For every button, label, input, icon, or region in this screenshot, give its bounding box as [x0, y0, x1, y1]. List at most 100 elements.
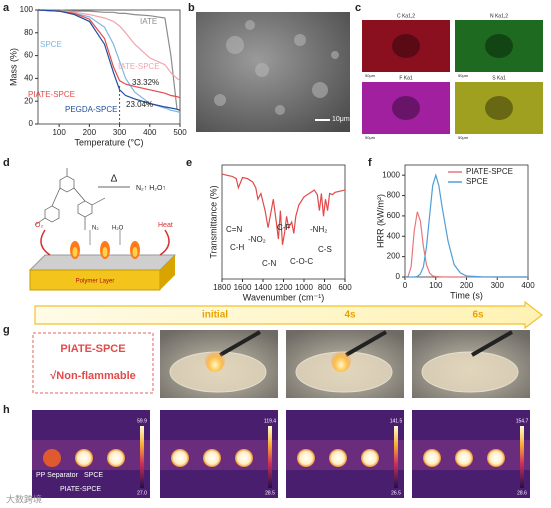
y-tick-label: 100 [20, 5, 34, 14]
series-line [221, 173, 346, 245]
y-tick-label: 20 [24, 96, 33, 105]
flame [205, 348, 225, 372]
thermal-spot [43, 449, 61, 467]
series-label: SPCE [40, 40, 62, 49]
o2-arrow [40, 229, 51, 256]
delta: Δ [111, 174, 118, 185]
color-bar [140, 426, 144, 488]
eds-texture [392, 96, 420, 120]
series-label: IATE-SPCE [118, 62, 160, 71]
series-line [37, 9, 181, 111]
eds-texture [392, 34, 420, 58]
thermal-spot [455, 449, 473, 467]
molecule [34, 168, 106, 230]
thermal-spot [171, 449, 189, 467]
x-tick-label: 100 [429, 281, 443, 290]
x-tick-label: 300 [491, 281, 505, 290]
timeline-label: 4s [344, 310, 356, 321]
series-line [405, 173, 528, 278]
annotation: C=N [226, 225, 242, 234]
x-tick-label: 100 [52, 128, 66, 137]
series-label: PEGDA-SPCE [65, 105, 117, 114]
y-axis-label: Mass (%) [8, 48, 18, 86]
scale-min: 26.5 [391, 490, 401, 496]
timeline-label: 6s [472, 310, 484, 321]
series-line [404, 211, 528, 278]
y-tick-label: 40 [24, 74, 33, 83]
lighter [219, 330, 261, 357]
plot-frame [37, 9, 181, 125]
lighter [471, 330, 513, 357]
x-tick-label: 200 [83, 128, 97, 137]
eds-scale: 50μm [458, 135, 469, 140]
eds-texture [485, 34, 513, 58]
x-axis-label: Wavenumber (cm⁻¹) [243, 292, 324, 302]
x-tick-label: 400 [521, 281, 535, 290]
color-bar [268, 426, 272, 488]
thermal-spot [107, 449, 125, 467]
x-axis-label: Time (s) [450, 290, 483, 300]
flame [331, 348, 351, 372]
annotation: -NH₂ [310, 225, 327, 234]
sample-name: PIATE-SPCE [60, 343, 125, 355]
heat-arrow [159, 229, 170, 256]
scale-min: 28.5 [265, 490, 275, 496]
y-tick-label: 0 [396, 272, 401, 281]
y-tick-label: 1000 [382, 170, 400, 179]
thermal-spot [203, 449, 221, 467]
eds-scale: 50μm [365, 73, 376, 78]
panel-label: f [368, 157, 372, 169]
label-box [32, 332, 154, 394]
panel-label: c [355, 2, 361, 14]
y-tick-label: 80 [24, 28, 33, 37]
claim: √Non-flammable [50, 370, 136, 382]
thermal-spot [297, 449, 315, 467]
legend-label: PIATE-SPCE [466, 167, 513, 176]
color-bar [394, 426, 398, 488]
annotation: 33.32% [132, 78, 159, 87]
flames [70, 241, 140, 259]
panel-label: h [3, 404, 10, 416]
y-tick-label: 800 [387, 191, 401, 200]
x-tick-label: 1800 [213, 283, 231, 292]
x-tick-label: 600 [338, 283, 352, 292]
series-label: IATE [140, 17, 157, 26]
sem-texture [214, 20, 339, 115]
eds-label: F Ka1 [399, 75, 413, 81]
x-tick-label: 1400 [254, 283, 272, 292]
thermal-spot [75, 449, 93, 467]
y-tick-label: 200 [387, 252, 401, 261]
panel-label: d [3, 157, 10, 169]
annotation: C-H [230, 243, 244, 252]
layer-label: Polymer Layer [76, 279, 115, 285]
watermark: 大数跨境 [6, 493, 42, 504]
series-label: PIATE-SPCE [28, 90, 75, 99]
eds-scale: 50μm [458, 73, 469, 78]
x-axis-label: Temperature (°C) [74, 137, 143, 147]
annotation: 23.04% [126, 100, 153, 109]
thermal-spot [423, 449, 441, 467]
eds-label: C Ka1,2 [397, 13, 415, 19]
x-tick-label: 300 [113, 128, 127, 137]
eds-scale: 50μm [365, 135, 376, 140]
panel-label: a [3, 2, 10, 14]
color-bar [520, 426, 524, 488]
annotation: C-F [277, 223, 290, 232]
panel-label: b [188, 2, 195, 14]
dish [421, 351, 519, 393]
polymer-side [160, 255, 175, 290]
y-tick-label: 60 [24, 51, 33, 60]
n2-label: N₂ [92, 226, 99, 232]
gases: N₂↑ H₂O↑ [136, 185, 166, 192]
eds-map [455, 82, 543, 134]
lighter [345, 330, 387, 357]
x-tick-label: 500 [173, 128, 187, 137]
x-tick-label: 200 [460, 281, 474, 290]
x-tick-label: 1600 [234, 283, 252, 292]
panel-label: e [186, 157, 192, 169]
x-tick-label: 1000 [295, 283, 313, 292]
x-tick-label: 0 [403, 281, 408, 290]
annotation: C-S [318, 245, 332, 254]
scale-max: 59.9 [137, 418, 147, 424]
